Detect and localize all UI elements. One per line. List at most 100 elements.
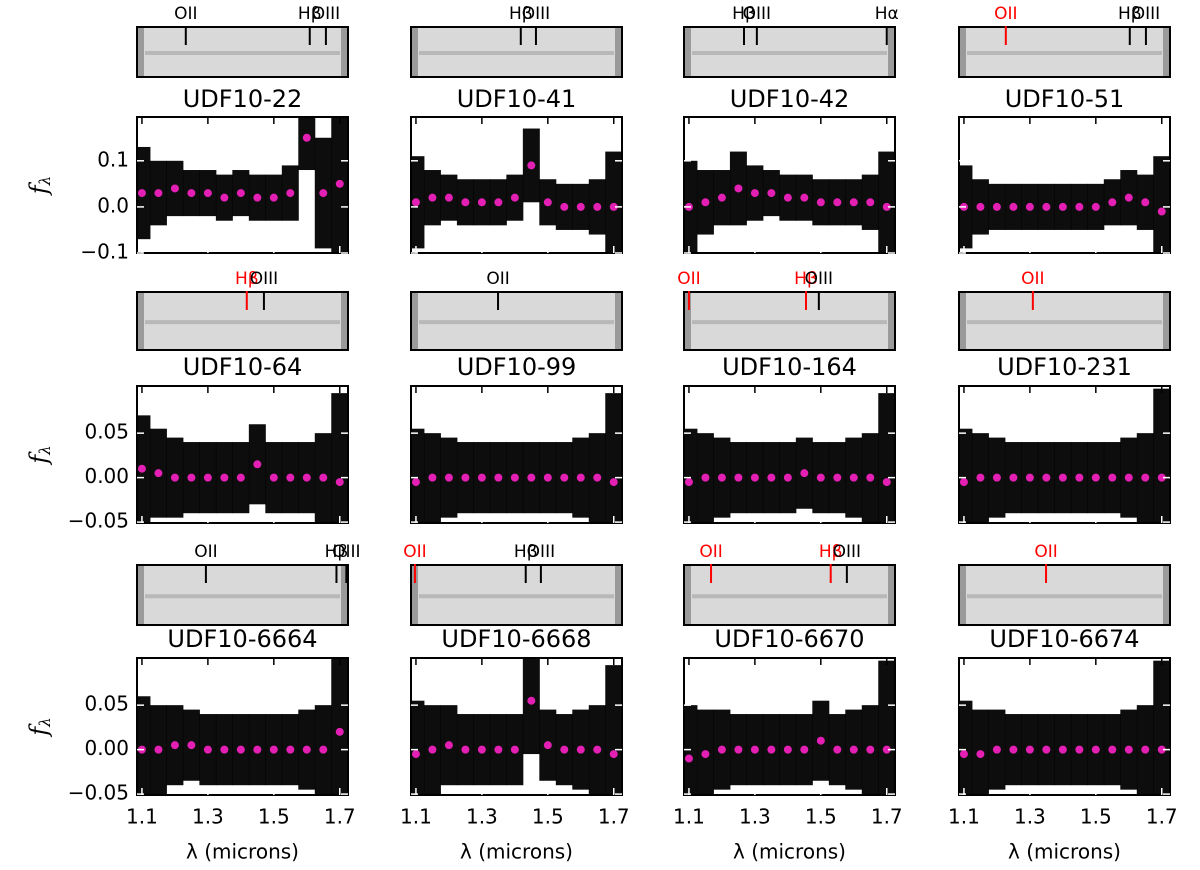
panel-title: UDF10-6674	[989, 625, 1139, 653]
line-label: OIII	[1132, 4, 1160, 24]
data-point	[302, 745, 311, 754]
x-axis-label: λ (microns)	[186, 840, 299, 864]
spectrum-edge	[412, 293, 418, 349]
line-label: OIII	[250, 269, 278, 289]
x-tick-label: 1.7	[1146, 805, 1178, 829]
data-point	[510, 473, 519, 482]
line-label: OII	[1021, 269, 1044, 289]
data-point	[593, 473, 602, 482]
data-point	[1042, 473, 1051, 482]
data-point	[767, 745, 776, 754]
line-label: OIII	[743, 4, 771, 24]
plot-frame	[683, 385, 896, 524]
line-label: OII	[699, 542, 722, 562]
data-point	[187, 473, 196, 482]
x-axis-label: λ (microns)	[1008, 840, 1121, 864]
line-label: OIII	[522, 4, 550, 24]
line-label: Hβ	[732, 4, 756, 24]
data-point	[220, 745, 229, 754]
spectrum-edge	[341, 293, 347, 349]
data-point	[1157, 473, 1166, 482]
data-point	[236, 745, 245, 754]
x-axis-label: λ (microns)	[733, 840, 846, 864]
data-point	[543, 198, 552, 207]
data-point	[494, 198, 503, 207]
data-point	[461, 473, 470, 482]
data-point	[800, 469, 809, 478]
error-band	[522, 658, 540, 755]
data-point	[494, 473, 503, 482]
data-point	[302, 473, 311, 482]
data-point	[269, 745, 278, 754]
x-tick-label: 1.1	[673, 805, 705, 829]
y-tick-label: −0.05	[68, 509, 129, 533]
spectrum-edge	[685, 293, 691, 349]
plot-area	[684, 660, 895, 795]
line-label: Hβ	[235, 269, 259, 289]
data-point	[477, 198, 486, 207]
data-point	[866, 745, 875, 754]
data-point	[1075, 202, 1084, 211]
data-point	[187, 189, 196, 198]
error-band	[878, 151, 895, 253]
data-point	[833, 198, 842, 207]
data-point	[543, 741, 552, 750]
y-tick-label: −0.1	[80, 240, 129, 264]
y-tick-label: 0.0	[97, 193, 129, 217]
data-point	[170, 473, 179, 482]
panel-title: UDF10-22	[183, 85, 303, 113]
data-point	[750, 473, 759, 482]
plot-frame	[958, 116, 1171, 254]
data-point	[767, 189, 776, 198]
data-point	[1009, 473, 1018, 482]
data-point	[335, 727, 344, 736]
plot-area	[959, 156, 1170, 253]
line-label: OIII	[312, 4, 340, 24]
data-point	[701, 473, 710, 482]
panel-title: UDF10-231	[997, 353, 1132, 381]
error-band	[1153, 156, 1170, 253]
x-tick-label: 1.1	[948, 805, 980, 829]
data-point	[444, 741, 453, 750]
plot-frame	[958, 385, 1171, 524]
data-point	[1025, 473, 1034, 482]
data-point	[734, 473, 743, 482]
plot-area	[411, 128, 622, 253]
data-point	[302, 133, 311, 142]
data-point	[335, 179, 344, 188]
error-band	[331, 658, 348, 795]
data-point	[1108, 473, 1117, 482]
data-point	[1124, 473, 1133, 482]
line-label: Hα	[875, 4, 899, 24]
error-band	[605, 665, 622, 795]
panel-title: UDF10-6668	[441, 625, 591, 653]
error-band	[605, 151, 622, 253]
spectrum-edge	[888, 28, 894, 76]
plot-area	[684, 151, 895, 253]
plot-frame	[958, 657, 1171, 796]
panel-title: UDF10-99	[457, 353, 577, 381]
data-point	[976, 202, 985, 211]
data-point	[411, 478, 420, 487]
data-point	[527, 161, 536, 170]
spectrum-edge	[615, 293, 621, 349]
error-band	[605, 393, 622, 523]
spectrum-edge	[412, 566, 418, 624]
data-point	[428, 473, 437, 482]
data-point	[319, 189, 328, 198]
panel-title: UDF10-51	[1005, 85, 1125, 113]
data-point	[684, 478, 693, 487]
plot-area	[137, 393, 348, 523]
y-tick-label: 0.05	[84, 420, 129, 444]
spectrum-edge	[685, 566, 691, 624]
data-point	[1141, 473, 1150, 482]
data-point	[187, 741, 196, 750]
data-point	[1091, 473, 1100, 482]
x-tick-label: 1.3	[192, 805, 224, 829]
data-point	[866, 198, 875, 207]
error-band	[411, 428, 425, 523]
data-point	[510, 745, 519, 754]
data-point	[154, 745, 163, 754]
spectrum-edge	[341, 28, 347, 76]
